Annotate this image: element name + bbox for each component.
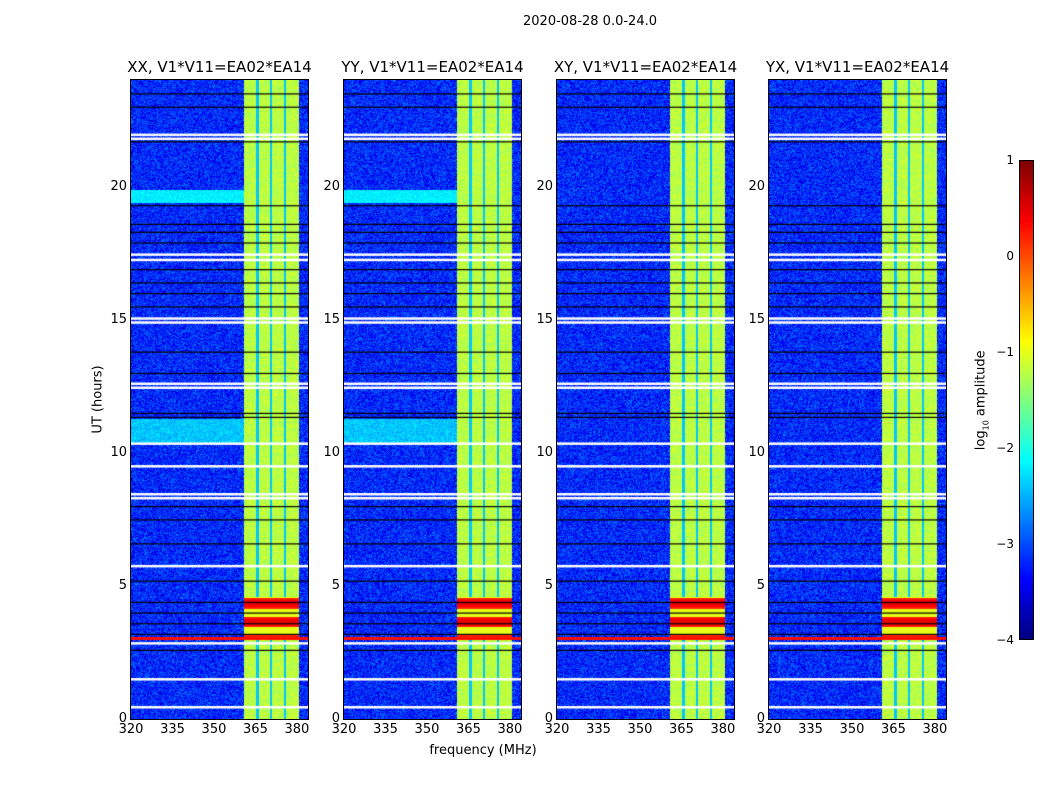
x-tick-label: 365 <box>881 722 906 737</box>
x-tick-label: 335 <box>373 722 398 737</box>
axes-frame <box>556 79 735 720</box>
y-tick-label: 15 <box>323 311 340 327</box>
panel-title: XX, V1*V11=EA02*EA14 <box>127 58 312 76</box>
colorbar-tick-label: 1 <box>1006 153 1014 167</box>
y-tick-label: 0 <box>544 711 553 726</box>
x-tick-label: 350 <box>201 722 227 737</box>
y-axis-label: UT (hours) <box>90 365 106 434</box>
colorbar-label-rest: amplitude <box>973 350 989 421</box>
panel-title: YY, V1*V11=EA02*EA14 <box>341 58 524 76</box>
x-tick-label: 320 <box>756 722 782 737</box>
spectrogram-panel-1: XX, V1*V11=EA02*EA14 320 335 350 365 380 0 5 10 1… <box>110 58 311 737</box>
y-tick-label: 10 <box>323 444 340 460</box>
colorbar-tick-label: −2 <box>996 441 1014 455</box>
figure-title: 2020-08-28 0.0-24.0 <box>523 14 657 29</box>
colorbar-label-sub: 10 <box>981 420 991 431</box>
colorbar-tick-label: −3 <box>996 537 1014 551</box>
x-tick-label: 320 <box>544 722 570 737</box>
spectrogram-panel-2: YY, V1*V11=EA02*EA14 320 335 350 365 380 0 5 10 1… <box>323 58 523 737</box>
y-tick-label: 0 <box>118 711 127 726</box>
x-tick-label: 380 <box>922 722 948 737</box>
x-tick-label: 380 <box>497 722 523 737</box>
panel-title: YX, V1*V11=EA02*EA14 <box>765 58 950 76</box>
y-tick-label: 20 <box>748 178 765 194</box>
panel-title: XY, V1*V11=EA02*EA14 <box>553 58 738 76</box>
axes-frame <box>768 79 947 720</box>
heatmap-image <box>131 80 308 719</box>
y-tick-label: 5 <box>331 577 340 593</box>
y-tick-label: 20 <box>323 178 340 194</box>
colorbar-tick-label: −1 <box>996 345 1014 359</box>
y-tick-label: 20 <box>110 178 127 194</box>
heatmap-image <box>344 80 521 719</box>
y-tick-label: 0 <box>756 711 765 726</box>
colorbar <box>1019 160 1034 640</box>
y-tick-label: 15 <box>110 311 127 327</box>
spectrogram-panel-4: YX, V1*V11=EA02*EA14 320 335 350 365 380 0 5 10 1… <box>748 58 949 737</box>
x-axis-label: frequency (MHz) <box>429 743 537 758</box>
x-tick-label: 335 <box>586 722 611 737</box>
y-tick-label: 5 <box>118 577 127 593</box>
axes-frame <box>343 79 522 720</box>
x-tick-label: 380 <box>710 722 736 737</box>
y-tick-label: 5 <box>756 577 765 593</box>
x-tick-label: 365 <box>456 722 481 737</box>
x-tick-label: 350 <box>839 722 865 737</box>
x-tick-label: 365 <box>243 722 268 737</box>
y-tick-label: 15 <box>748 311 765 327</box>
heatmap-image <box>557 80 734 719</box>
x-tick-label: 320 <box>118 722 144 737</box>
spectrogram-panel-3: XY, V1*V11=EA02*EA14 320 335 350 365 380 0 5 10 1… <box>536 58 737 737</box>
x-tick-label: 350 <box>414 722 440 737</box>
x-tick-label: 350 <box>627 722 653 737</box>
y-tick-label: 10 <box>536 444 553 460</box>
y-tick-label: 20 <box>536 178 553 194</box>
axes-frame <box>130 79 309 720</box>
y-tick-label: 15 <box>536 311 553 327</box>
colorbar-tick-label: −4 <box>996 633 1014 647</box>
x-tick-label: 365 <box>669 722 694 737</box>
colorbar-tick-label: 0 <box>1006 249 1014 263</box>
y-tick-label: 0 <box>331 711 340 726</box>
x-tick-label: 335 <box>798 722 823 737</box>
y-tick-label: 10 <box>748 444 765 460</box>
x-tick-label: 320 <box>331 722 357 737</box>
y-tick-label: 10 <box>110 444 127 460</box>
x-tick-label: 380 <box>284 722 310 737</box>
y-tick-label: 5 <box>544 577 553 593</box>
heatmap-image <box>769 80 946 719</box>
x-tick-label: 335 <box>160 722 185 737</box>
